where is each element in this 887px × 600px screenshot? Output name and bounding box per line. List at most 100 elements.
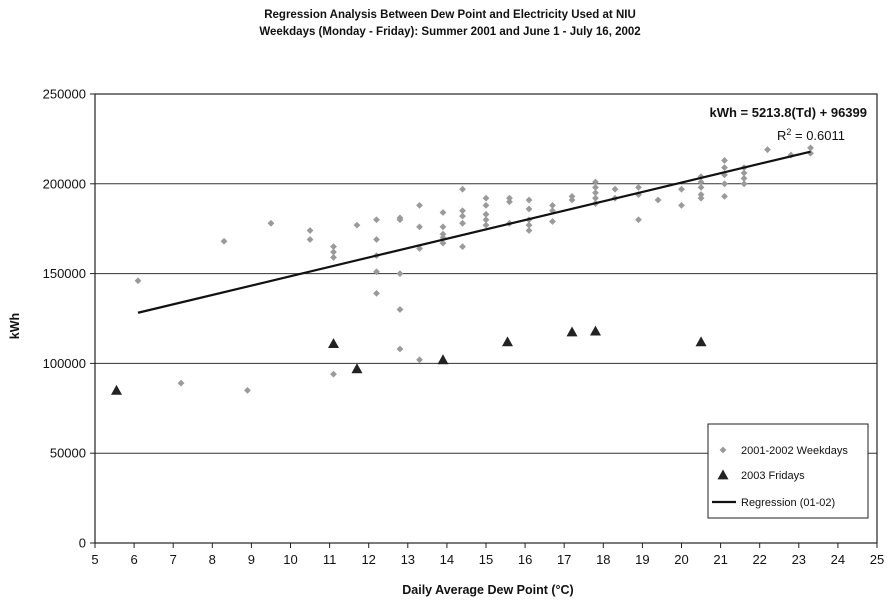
weekday-point [306, 227, 314, 234]
weekday-point [373, 289, 380, 297]
legend-marker-fridays [717, 469, 729, 480]
weekday-point [373, 236, 380, 243]
weekday-point [459, 212, 466, 220]
x-tick-label: 22 [752, 552, 766, 567]
y-tick-label: 0 [79, 536, 86, 551]
weekday-point [330, 370, 337, 378]
weekday-point [525, 227, 533, 234]
x-tick-label: 25 [870, 552, 884, 567]
x-tick-label: 24 [831, 552, 845, 567]
weekday-point [459, 207, 466, 215]
y-tick-label: 150000 [43, 266, 86, 281]
weekday-point [439, 230, 447, 238]
weekday-point [807, 149, 814, 157]
weekday-point [482, 194, 490, 202]
weekday-point [568, 196, 576, 204]
weekday-point [482, 221, 490, 229]
weekday-point [740, 175, 748, 182]
weekday-point [721, 171, 728, 179]
weekday-point [807, 144, 814, 152]
weekday-point [330, 248, 337, 256]
r-squared-sup: 2 [786, 127, 791, 137]
weekday-point [697, 178, 705, 186]
weekday-point [459, 185, 466, 193]
weekday-point [267, 219, 275, 227]
regression-equation: kWh = 5213.8(Td) + 96399 [709, 105, 867, 120]
y-tick-label: 200000 [43, 176, 86, 191]
friday-point [695, 336, 707, 347]
weekday-point [697, 183, 705, 191]
weekday-point [568, 192, 576, 200]
weekday-point [506, 194, 513, 202]
friday-point [111, 384, 123, 395]
weekday-point [439, 223, 447, 231]
friday-point [589, 325, 601, 336]
friday-point [351, 363, 363, 374]
weekday-point [373, 216, 380, 224]
weekday-point [525, 196, 533, 204]
weekday-point [525, 221, 533, 229]
weekday-point [220, 237, 228, 245]
weekday-point [396, 270, 404, 277]
weekday-point [353, 221, 361, 229]
weekday-point [416, 356, 423, 364]
weekday-point [482, 201, 490, 209]
weekday-point [678, 201, 685, 209]
x-tick-label: 18 [596, 552, 610, 567]
chart-title-line1: Regression Analysis Between Dew Point an… [264, 9, 636, 21]
x-tick-label: 23 [792, 552, 806, 567]
weekday-point [592, 183, 599, 191]
weekday-point [611, 185, 619, 193]
x-tick-label: 20 [674, 552, 688, 567]
friday-point [328, 338, 340, 349]
x-tick-label: 5 [91, 552, 98, 567]
weekday-point [740, 169, 748, 177]
weekday-point [459, 219, 466, 227]
series-fridays [111, 325, 707, 395]
legend-marker-weekdays [719, 446, 727, 454]
weekday-point [721, 192, 728, 200]
weekday-point [697, 191, 705, 198]
friday-point [566, 326, 578, 337]
weekday-point [549, 218, 556, 225]
y-tick-label: 250000 [43, 87, 86, 102]
x-tick-label: 21 [713, 552, 727, 567]
friday-point [437, 354, 449, 365]
weekday-point [592, 189, 599, 197]
friday-point [502, 336, 514, 347]
x-tick-label: 15 [479, 552, 493, 567]
legend: 2001-2002 Weekdays 2003 Fridays Regression… [707, 423, 869, 519]
weekday-point [439, 209, 447, 216]
weekday-point [306, 236, 314, 243]
series-regression [137, 150, 811, 314]
x-axis-label: Daily Average Dew Point (°C) [402, 583, 573, 597]
x-tick-label: 12 [361, 552, 375, 567]
y-tick-label: 100000 [43, 356, 86, 371]
weekday-point [482, 210, 490, 218]
r-squared-prefix: R [777, 128, 786, 143]
weekday-point [678, 185, 685, 193]
x-tick-label: 14 [440, 552, 454, 567]
weekday-point [416, 223, 423, 231]
weekday-point [764, 146, 771, 154]
series-weekdays [134, 144, 814, 394]
weekday-point [592, 178, 599, 186]
x-tick-label: 10 [283, 552, 297, 567]
weekday-point [721, 164, 728, 172]
x-tick-label: 11 [323, 552, 337, 567]
weekday-point [416, 201, 423, 209]
weekday-point [697, 194, 705, 202]
weekday-point [721, 157, 728, 164]
weekday-point [244, 386, 251, 394]
weekday-point [654, 196, 662, 204]
legend-label: 2001-2002 Weekdays [741, 445, 848, 457]
weekday-point [439, 239, 447, 247]
weekday-point [373, 268, 380, 276]
weekday-point [330, 243, 337, 251]
x-tick-label: 13 [401, 552, 415, 567]
y-tick-label: 50000 [50, 446, 86, 461]
weekday-point [740, 180, 748, 188]
weekday-point [506, 198, 513, 206]
weekday-point [549, 201, 556, 209]
weekday-point [396, 306, 404, 313]
